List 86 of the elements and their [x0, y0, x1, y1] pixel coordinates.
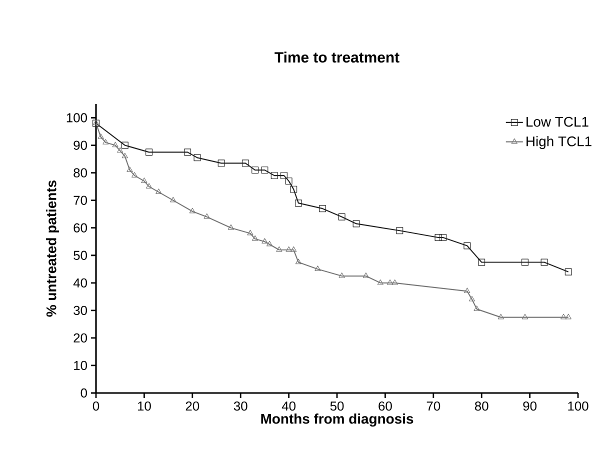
point — [392, 279, 398, 285]
y-tick-label: 60 — [74, 223, 87, 232]
point — [338, 272, 345, 278]
y-tick-label: 80 — [74, 168, 87, 178]
point — [117, 147, 124, 153]
point — [266, 240, 273, 246]
y-tick-label: 100 — [66, 113, 87, 122]
y-tick-label: 90 — [74, 140, 87, 150]
point — [521, 258, 528, 266]
y-tick-label: 70 — [74, 196, 87, 205]
point — [228, 224, 234, 230]
point — [285, 178, 292, 185]
point — [434, 234, 442, 241]
point — [132, 172, 138, 178]
point — [270, 172, 278, 180]
point — [362, 272, 369, 278]
point — [295, 258, 302, 264]
x-axis-title: Months from diagnosis — [261, 414, 414, 427]
point — [290, 246, 297, 252]
y-tick-label: 20 — [74, 333, 87, 343]
x-tick-label: 40 — [282, 402, 296, 411]
x-tick-label: 10 — [138, 402, 151, 411]
point — [252, 235, 258, 241]
point — [156, 188, 162, 194]
x-tick-label: 20 — [186, 402, 200, 411]
point — [560, 314, 567, 320]
point — [377, 279, 384, 285]
chart-title: Time to treatment — [274, 52, 400, 63]
point — [478, 258, 486, 266]
point — [286, 246, 292, 252]
x-tick-label: 70 — [426, 402, 440, 411]
point — [464, 242, 471, 250]
y-axis-title: % untreated patients — [46, 180, 60, 317]
point — [194, 154, 201, 162]
point — [247, 230, 254, 236]
point — [242, 160, 249, 167]
point — [396, 227, 404, 234]
point — [290, 186, 298, 193]
y-tick-label: 30 — [74, 306, 87, 316]
point — [386, 279, 394, 285]
point — [338, 213, 346, 220]
point — [189, 208, 196, 214]
y-tick-label: 10 — [74, 360, 87, 370]
point — [126, 166, 133, 172]
point — [98, 134, 104, 139]
point — [352, 220, 360, 228]
x-tick-label: 0 — [92, 402, 100, 411]
point — [252, 166, 259, 174]
x-tick-label: 80 — [474, 402, 488, 411]
legend-label: Low TCL1 — [526, 116, 588, 127]
x-tick-label: 60 — [378, 402, 392, 411]
point — [218, 160, 225, 167]
y-tick-label: 40 — [73, 278, 87, 288]
x-tick-label: 90 — [523, 402, 537, 411]
x-tick-label: 100 — [568, 402, 588, 411]
point — [319, 205, 326, 212]
point — [141, 178, 148, 183]
point — [468, 296, 476, 302]
point — [564, 268, 572, 276]
point — [565, 314, 572, 320]
x-tick-label: 50 — [330, 402, 344, 411]
point — [464, 288, 470, 294]
point — [204, 213, 210, 219]
point — [280, 172, 288, 180]
point — [112, 142, 118, 148]
y-tick-label: 50 — [74, 250, 87, 260]
point — [170, 196, 176, 202]
x-tick-label: 30 — [234, 402, 248, 411]
point — [261, 166, 268, 174]
point — [121, 142, 128, 149]
point — [184, 148, 192, 156]
point — [314, 266, 321, 272]
point — [146, 183, 152, 188]
y-tick-label: 0 — [80, 388, 87, 398]
point — [146, 148, 153, 156]
point — [122, 152, 128, 158]
point — [276, 246, 282, 252]
point — [474, 306, 480, 311]
point — [440, 234, 447, 241]
point — [294, 200, 302, 207]
point — [540, 258, 548, 266]
point — [522, 314, 528, 320]
point — [262, 238, 268, 244]
legend-label: High TCL1 — [526, 136, 592, 150]
point — [102, 139, 109, 144]
point — [498, 314, 504, 320]
